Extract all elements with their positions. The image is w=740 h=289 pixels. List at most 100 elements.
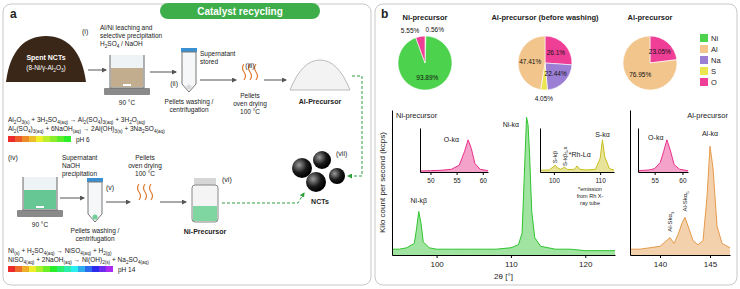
tick-mark xyxy=(430,172,431,175)
label: Pellets washing / xyxy=(165,98,214,106)
spectrum: 5560O-kα xyxy=(638,129,689,184)
annotation: O-kα xyxy=(444,136,459,143)
panel-letter: b xyxy=(381,7,388,21)
tick-mark xyxy=(710,255,711,258)
spectrum-line xyxy=(420,140,488,171)
tick-label: 110 xyxy=(505,260,518,269)
tick-label: 100 xyxy=(430,260,444,269)
text-part: + 3H xyxy=(29,116,45,123)
data-label: 93.89% xyxy=(416,74,438,81)
ph-swatch xyxy=(29,266,36,272)
legend-swatch xyxy=(700,67,708,75)
tick: 100 xyxy=(430,255,444,269)
tube-cap xyxy=(87,178,103,182)
equation: NiSO4(aq) + 2NaOH(aq) → Ni(OH)2(s) + Na2… xyxy=(8,256,149,265)
pie: Ni-precursor0.56%93.89%5.55% xyxy=(398,13,452,90)
tick-mark xyxy=(511,255,512,258)
ph-swatch xyxy=(22,136,29,142)
ph-swatch xyxy=(64,266,71,272)
arrow xyxy=(200,80,236,81)
beaker xyxy=(23,177,57,210)
marks xyxy=(630,146,730,255)
label: Supernatant xyxy=(62,154,98,162)
tick-label: 120 xyxy=(579,260,593,269)
legend-label: Ni xyxy=(711,34,718,43)
pie-slice xyxy=(623,36,677,90)
text-part: NiSO xyxy=(8,256,24,263)
note: from Rh X- xyxy=(577,193,604,199)
tube xyxy=(182,52,196,92)
nct-sphere xyxy=(313,151,331,169)
y-axis xyxy=(392,111,393,256)
spectrum-area xyxy=(392,117,615,255)
panel-frame xyxy=(3,4,371,285)
data-label: 4.05% xyxy=(535,95,554,102)
text-part: + Na xyxy=(110,256,126,263)
step-label: (vii) xyxy=(336,150,347,158)
text-part: Al-Skα xyxy=(682,193,688,211)
label: 90 °C xyxy=(32,221,49,228)
ph-swatch xyxy=(43,136,50,142)
text-part: SO xyxy=(145,125,154,132)
text-part: → 2Al(OH) xyxy=(81,125,115,133)
legend-swatch xyxy=(700,45,708,53)
note: *emission xyxy=(578,186,602,192)
liquid xyxy=(111,68,143,87)
tick: 60 xyxy=(679,172,687,184)
ph-swatch xyxy=(106,266,113,272)
spectrum: 140145Al-precursorAl-Skα3Al-Skα5Al-kα xyxy=(630,111,731,269)
arrow xyxy=(264,80,286,81)
pie-slice xyxy=(545,36,572,65)
data-label: 0.56% xyxy=(426,26,445,33)
hotplate xyxy=(17,210,63,217)
pie-title: Al-precursor xyxy=(627,13,672,22)
tick: 100 xyxy=(549,172,560,184)
tick-label: 110 xyxy=(595,177,606,184)
spectrum-line xyxy=(392,117,615,250)
equation: Ni(s) + H2SO4(aq) → NiSO4(aq) + H2(g) xyxy=(8,247,112,256)
text-part: + H xyxy=(20,247,32,254)
text-part: + 3Na xyxy=(123,125,143,132)
header-title: Catalyst recycling xyxy=(197,6,283,17)
tick-mark xyxy=(655,172,656,175)
panel-letter: a xyxy=(10,7,17,21)
spectrum-area xyxy=(540,140,614,172)
text-part: → Al xyxy=(68,116,84,123)
marks xyxy=(392,117,615,255)
text-part: SO xyxy=(48,116,57,123)
tick-mark xyxy=(660,255,661,258)
tube-cap xyxy=(181,48,197,52)
step-label: (i) xyxy=(82,28,88,36)
legend-swatch xyxy=(700,34,708,42)
tick: 110 xyxy=(505,255,518,269)
ph-swatch xyxy=(22,266,29,272)
note: ray tube xyxy=(580,200,600,206)
legend-label: O xyxy=(711,78,717,87)
text-part: + H xyxy=(91,247,103,254)
text-part: → NiSO xyxy=(55,247,81,254)
heat-wave xyxy=(144,184,147,200)
tick-mark xyxy=(437,255,438,258)
ph-swatch xyxy=(8,266,15,272)
arrow xyxy=(222,193,304,203)
label: Supernatant xyxy=(200,50,236,58)
axis-line xyxy=(631,255,731,256)
pie: Al-precursor23.05%76.95% xyxy=(623,13,677,90)
ph-swatch xyxy=(99,266,106,272)
equation: Al2O3(s) + 3H2SO4(aq) → Al2(SO4)3(aq) + … xyxy=(8,116,146,125)
tick-label: 55 xyxy=(453,177,461,184)
vial-cap xyxy=(194,178,216,185)
data-label: 47.41% xyxy=(519,58,541,65)
spectrum-title: Al-precursor xyxy=(687,111,728,120)
tick-mark xyxy=(682,172,683,175)
legend-label: Al xyxy=(711,45,718,54)
spectrum-line xyxy=(540,140,614,170)
spectrum: 100110S-kβS-kβ5,x*Rh-LαS-kα*emissionfrom… xyxy=(540,129,615,207)
tick-label: 55 xyxy=(652,177,660,184)
tick-mark xyxy=(554,172,555,175)
text-part: SO xyxy=(128,256,137,263)
axis-line xyxy=(638,129,639,173)
label: (8-Ni/γ-Al2O3) xyxy=(26,64,66,73)
y-axis xyxy=(540,129,541,173)
data-label: 5.55% xyxy=(401,27,420,34)
